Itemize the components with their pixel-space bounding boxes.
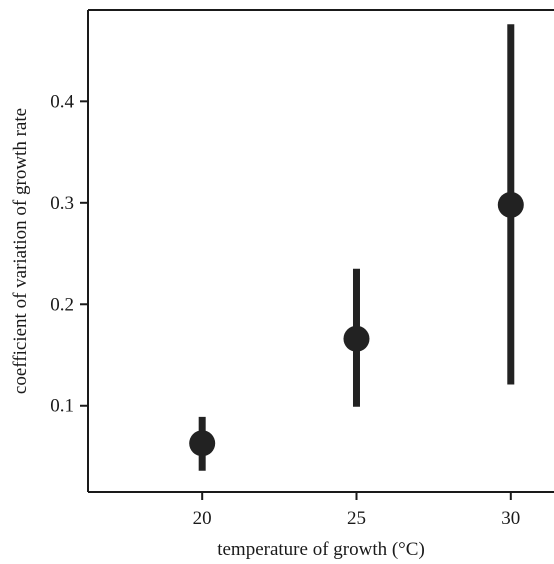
- y-axis-title: coefficient of variation of growth rate: [10, 108, 31, 394]
- y-tick-label: 0.1: [50, 396, 74, 417]
- x-tick-label: 20: [193, 508, 212, 529]
- data-point: [497, 191, 524, 218]
- data-point: [189, 430, 216, 457]
- x-axis-ticks: 20 25 30: [193, 492, 520, 529]
- x-tick-label: 30: [501, 508, 520, 529]
- x-tick-label: 25: [347, 508, 366, 529]
- y-tick-label: 0.2: [50, 294, 74, 315]
- y-tick-label: 0.4: [50, 91, 74, 112]
- data-marks: [189, 24, 524, 471]
- y-axis-ticks: 0.1 0.2 0.3 0.4: [50, 91, 88, 417]
- x-axis-title: temperature of growth (°C): [217, 539, 425, 560]
- y-tick-label: 0.3: [50, 193, 74, 214]
- data-point: [343, 325, 370, 352]
